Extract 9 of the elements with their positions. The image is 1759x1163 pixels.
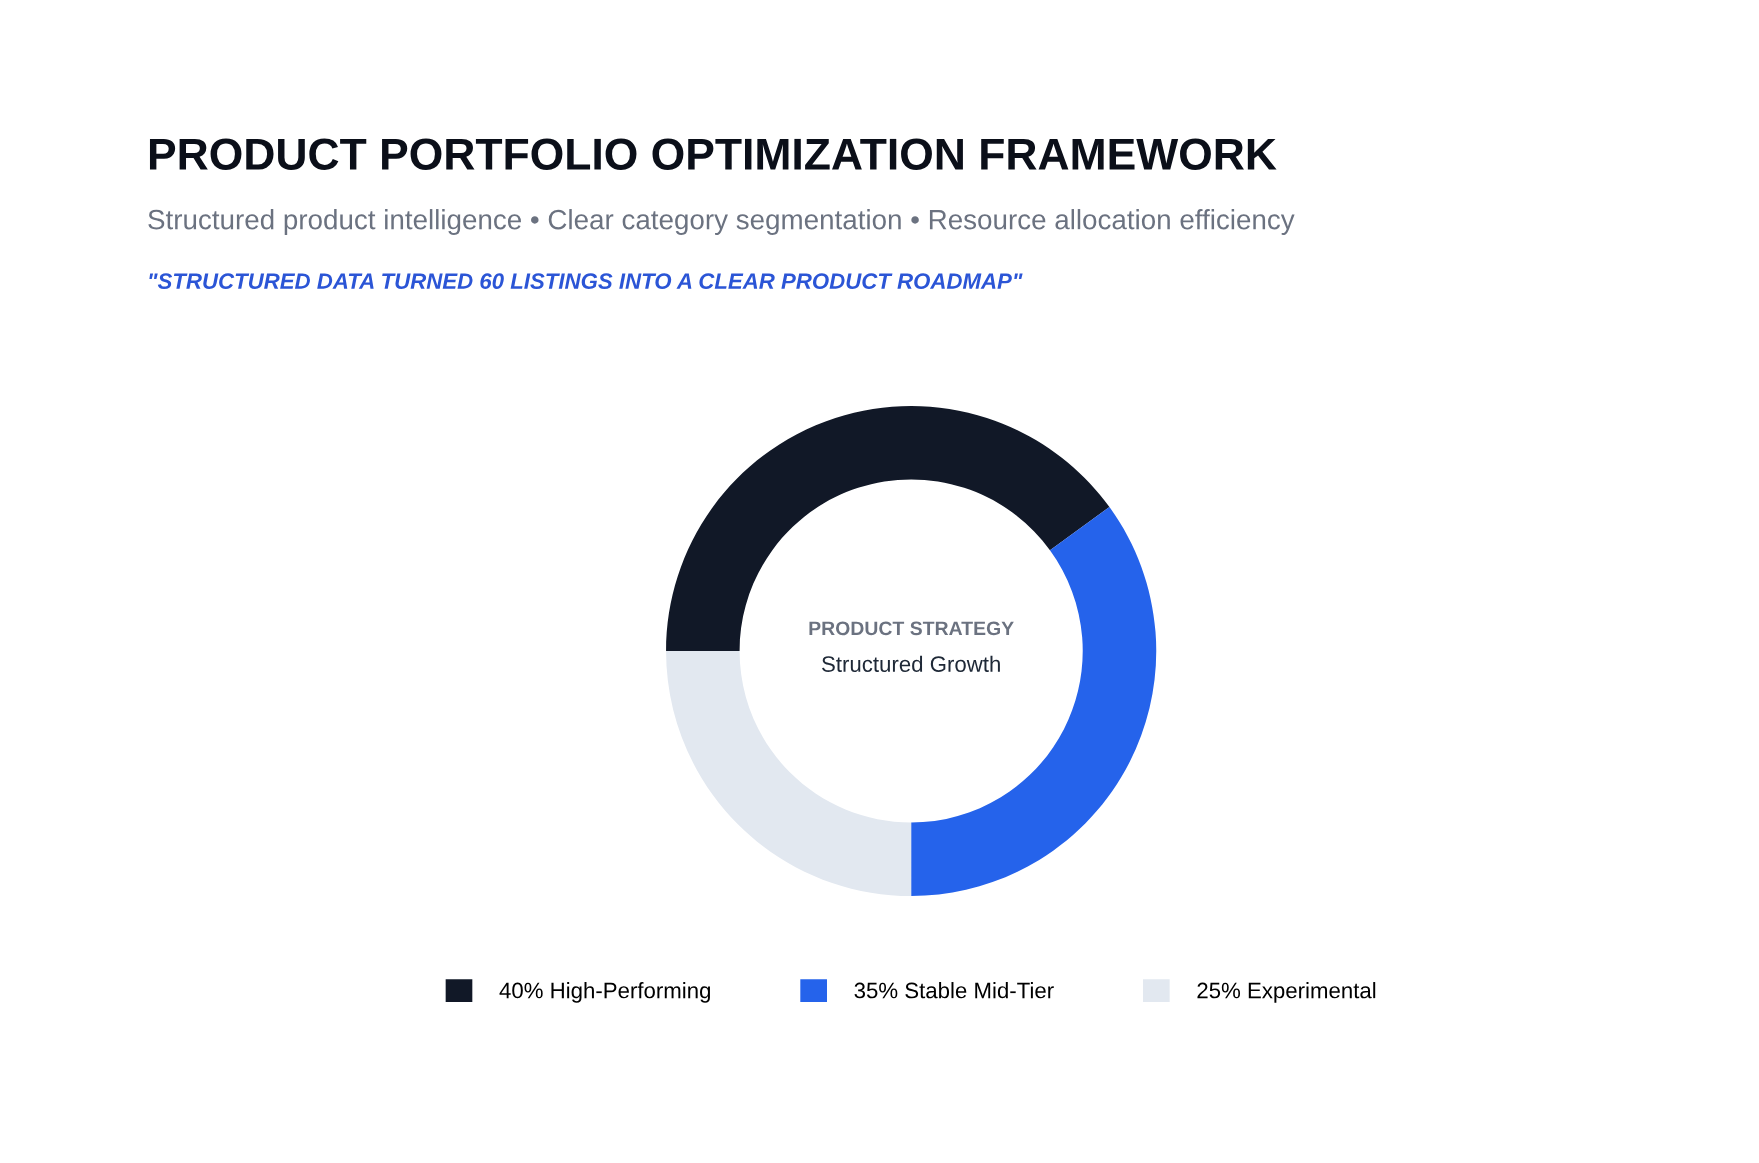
text: Structured Growth [822, 655, 1000, 672]
chart-title: PRODUCT PORTFOLIO OPTIMIZATION FRAMEWORK [149, 138, 1277, 170]
legend-label: 40% High-Performing [499, 982, 710, 1003]
donut-slice [666, 405, 1110, 651]
legend-label: 35% Stable Mid-Tier [854, 982, 1054, 999]
chart-subtitle: Structured product intelligence • Clear category segmentation • Resource allocation efficiency [148, 209, 1295, 235]
legend-label: 25% Experimental [1197, 982, 1376, 1003]
text: PRODUCT STRATEGY [809, 621, 1014, 636]
text: "STRUCTURED DATA TURNED 60 LISTINGS INTO A CLEAR PRODUCT ROADMAP" [149, 273, 1023, 289]
